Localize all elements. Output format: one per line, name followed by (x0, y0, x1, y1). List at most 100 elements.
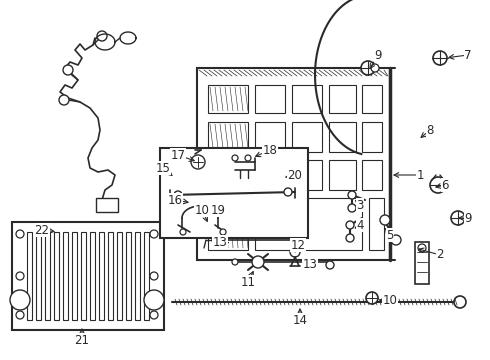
Circle shape (245, 155, 251, 161)
Circle shape (150, 230, 158, 238)
Text: 16: 16 (168, 194, 188, 207)
Text: 10: 10 (380, 293, 397, 306)
Circle shape (10, 290, 30, 310)
Text: 11: 11 (241, 271, 255, 288)
Circle shape (150, 311, 158, 319)
Bar (292, 85, 322, 113)
Bar (415, 242, 429, 284)
Circle shape (174, 191, 182, 199)
Text: 9: 9 (459, 212, 472, 225)
Circle shape (292, 237, 298, 243)
Text: 19: 19 (211, 203, 225, 216)
Bar (369, 198, 384, 250)
Circle shape (454, 296, 466, 308)
Circle shape (275, 168, 289, 182)
Bar (255, 85, 285, 113)
Circle shape (232, 155, 238, 161)
Text: 10: 10 (195, 203, 209, 221)
Bar (329, 122, 356, 152)
Bar (90, 232, 95, 320)
Bar (126, 232, 131, 320)
Text: 3: 3 (356, 198, 364, 212)
Bar (329, 85, 356, 113)
Bar (117, 232, 122, 320)
Text: 17: 17 (171, 149, 194, 162)
Bar (108, 232, 113, 320)
Circle shape (16, 311, 24, 319)
Bar (362, 160, 382, 190)
Text: 9: 9 (370, 49, 382, 68)
Circle shape (212, 237, 218, 243)
Bar (255, 122, 285, 152)
Circle shape (418, 244, 426, 252)
Bar (27, 232, 32, 320)
Circle shape (371, 64, 379, 72)
Bar (208, 198, 248, 250)
Text: 5: 5 (386, 229, 393, 242)
Circle shape (97, 31, 107, 41)
Circle shape (284, 188, 292, 196)
Circle shape (220, 229, 226, 235)
Bar (36, 232, 41, 320)
Circle shape (191, 155, 205, 169)
Bar (362, 122, 382, 152)
Circle shape (326, 261, 334, 269)
Bar (208, 85, 248, 113)
Text: 1: 1 (394, 168, 424, 181)
Text: 18: 18 (256, 144, 277, 157)
Bar (208, 122, 248, 152)
Circle shape (63, 65, 73, 75)
Bar (208, 160, 248, 190)
Bar (255, 160, 285, 190)
Bar (12, 222, 164, 330)
Circle shape (366, 292, 378, 304)
Circle shape (451, 211, 465, 225)
Text: 13: 13 (213, 235, 228, 248)
Circle shape (391, 235, 401, 245)
Bar (197, 68, 390, 260)
Text: 12: 12 (291, 239, 305, 252)
Bar (292, 160, 322, 190)
Text: 13: 13 (302, 258, 318, 271)
Circle shape (16, 272, 24, 280)
Circle shape (59, 95, 69, 105)
Bar (54, 232, 59, 320)
Bar (81, 232, 86, 320)
Bar (329, 160, 356, 190)
Circle shape (348, 204, 356, 212)
Text: 8: 8 (421, 123, 434, 138)
Circle shape (380, 215, 390, 225)
Text: 6: 6 (436, 179, 449, 192)
Bar (135, 232, 140, 320)
Circle shape (232, 259, 238, 265)
Bar (362, 85, 382, 113)
Circle shape (430, 177, 446, 193)
Bar (255, 198, 362, 250)
Text: 7: 7 (449, 49, 472, 62)
Text: 20: 20 (286, 168, 302, 181)
Bar (96, 198, 118, 212)
Text: 21: 21 (74, 329, 90, 346)
Circle shape (346, 221, 354, 229)
Circle shape (290, 247, 300, 257)
Text: 22: 22 (34, 224, 54, 237)
Circle shape (205, 227, 215, 237)
Circle shape (433, 51, 447, 65)
Circle shape (346, 234, 354, 242)
Circle shape (16, 230, 24, 238)
Bar (144, 232, 149, 320)
Circle shape (252, 256, 264, 268)
Bar (160, 148, 308, 238)
Text: 14: 14 (293, 309, 308, 327)
Bar (63, 232, 68, 320)
Text: 15: 15 (155, 162, 172, 175)
Text: 2: 2 (419, 248, 444, 261)
Text: 4: 4 (355, 219, 364, 231)
Bar (72, 232, 77, 320)
Circle shape (150, 272, 158, 280)
Bar (99, 232, 104, 320)
Bar (292, 122, 322, 152)
Circle shape (361, 61, 375, 75)
Circle shape (180, 229, 186, 235)
Circle shape (144, 290, 164, 310)
